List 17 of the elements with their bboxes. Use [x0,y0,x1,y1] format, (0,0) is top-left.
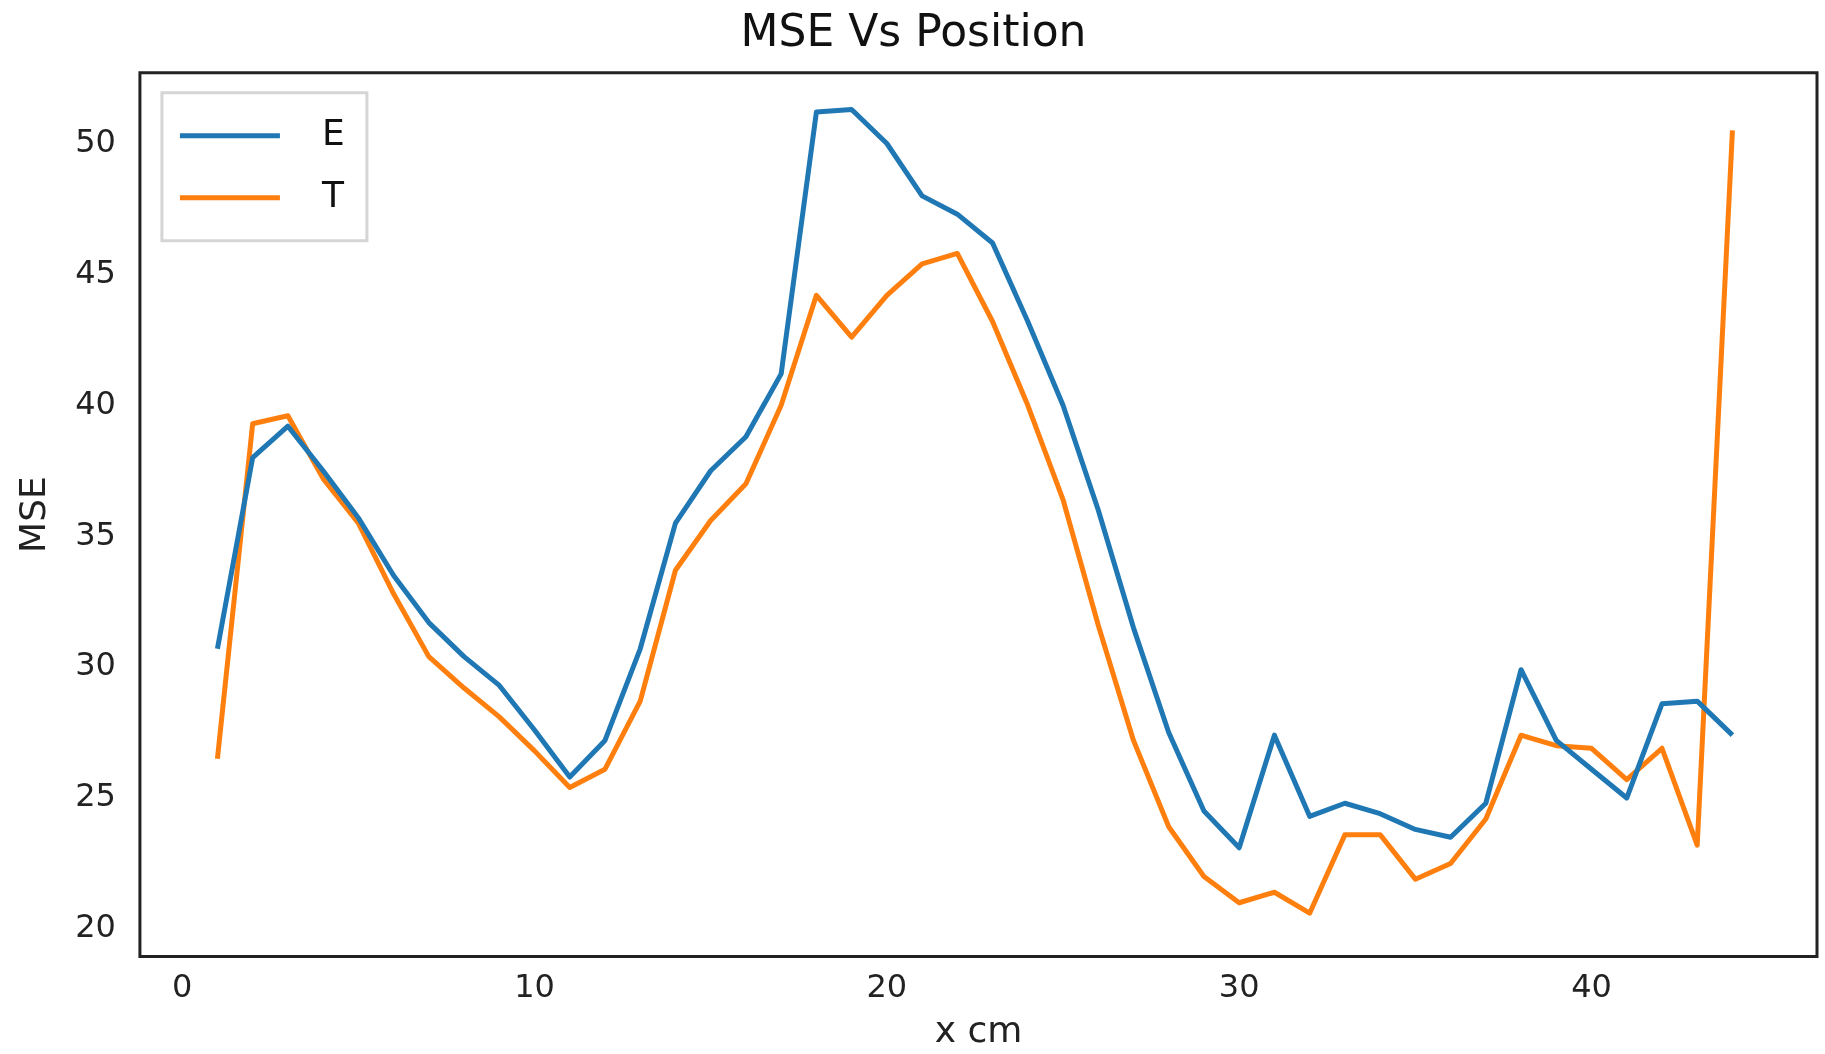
chart-title: MSE Vs Position [740,4,1087,56]
y-tick-label: 35 [75,514,116,553]
x-tick-label: 20 [866,966,908,1005]
y-tick-label: 30 [75,645,116,684]
x-tick-label: 30 [1218,966,1260,1005]
y-tick-label: 20 [75,907,116,946]
y-axis-title: MSE [11,476,53,553]
y-tick-label: 40 [75,383,116,422]
x-axis-title: x cm [934,1008,1023,1050]
x-tick-label: 10 [514,966,555,1005]
x-tick-label: 40 [1571,966,1612,1005]
y-tick-label: 45 [75,252,116,291]
legend-label: E [321,112,345,154]
y-tick-label: 50 [75,121,116,160]
y-tick-label: 25 [75,776,116,815]
x-tick-label: 0 [172,966,193,1005]
legend-label: T [320,174,345,216]
